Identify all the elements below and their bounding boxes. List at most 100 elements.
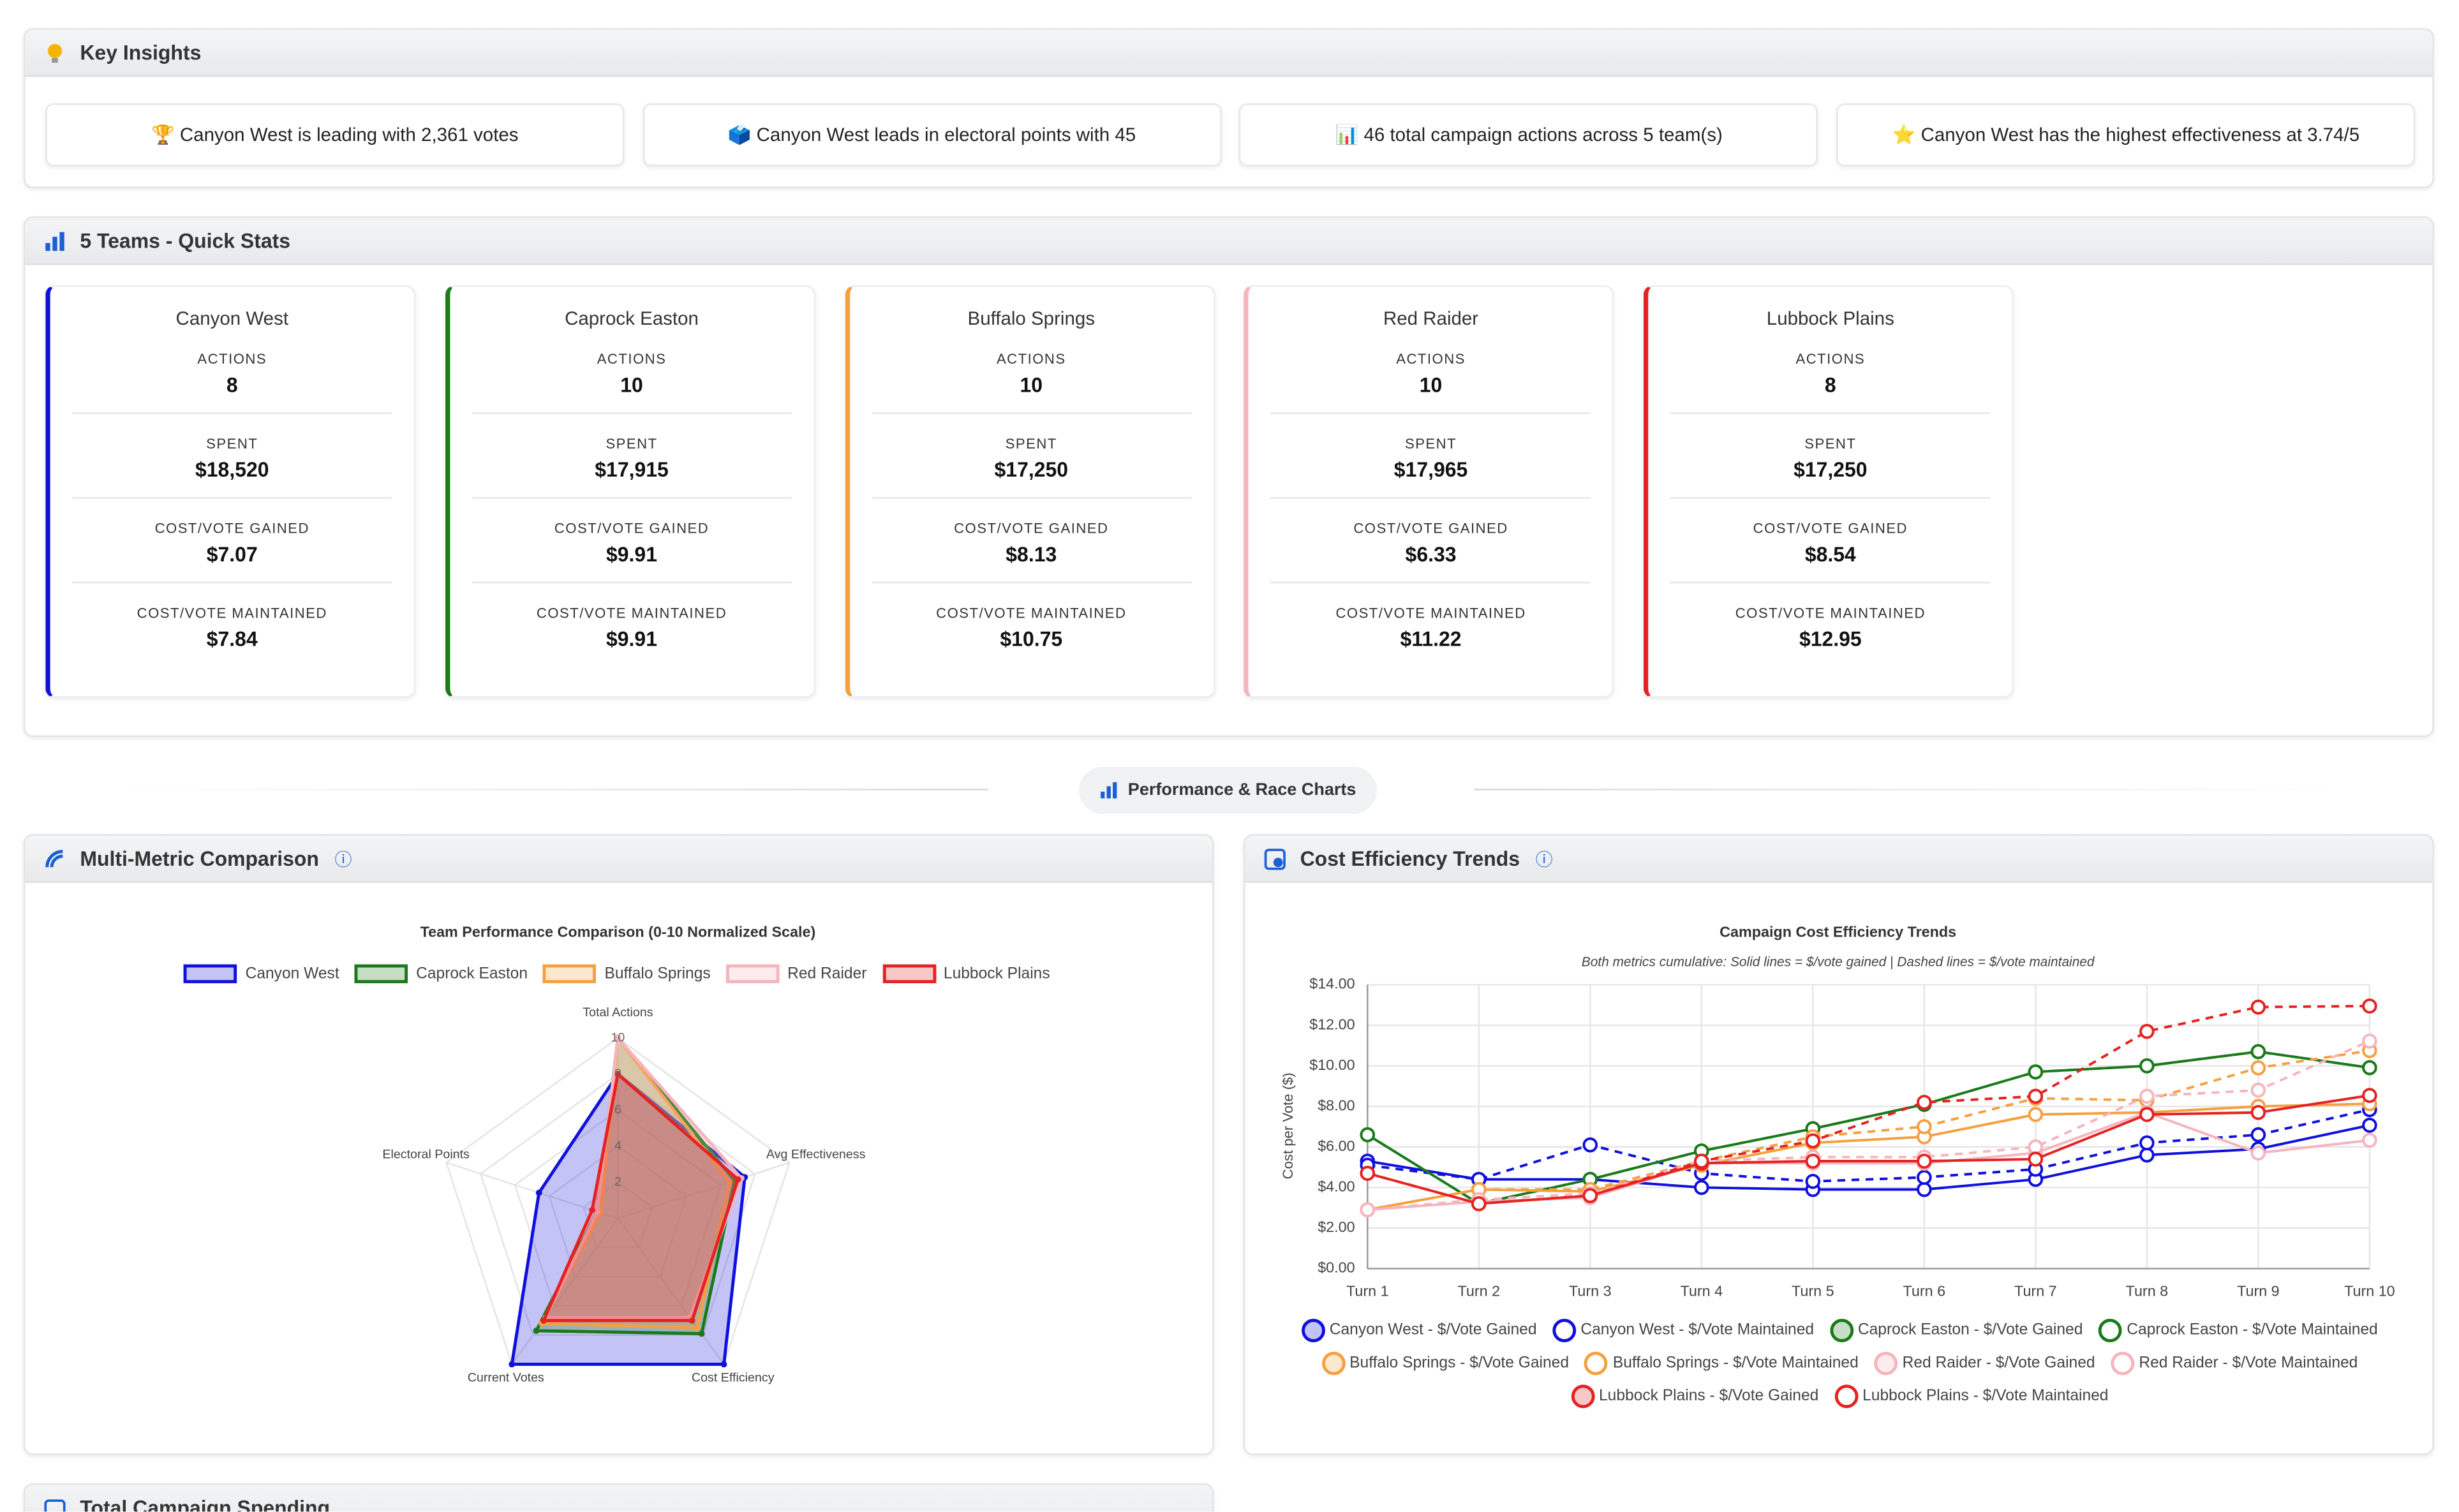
- radar-point: [726, 1179, 733, 1185]
- legend-item: Caprock Easton - $/Vote Maintained: [2098, 1319, 2378, 1342]
- legend-item: Caprock Easton: [355, 964, 528, 984]
- team-name: Buffalo Springs: [967, 307, 1096, 330]
- series-point: [1917, 1095, 1932, 1110]
- x-tick-label: Turn 9: [2237, 1282, 2280, 1299]
- series-point: [1360, 1127, 1376, 1143]
- y-tick-label: $10.00: [1309, 1056, 1355, 1073]
- legend-item: Buffalo Springs: [543, 964, 711, 984]
- series-point: [2250, 1060, 2266, 1076]
- divider: [1670, 581, 1991, 584]
- series-point: [2139, 1135, 2155, 1151]
- divider: [472, 581, 792, 584]
- x-tick-label: Turn 2: [1457, 1282, 1500, 1299]
- divider: [871, 581, 1192, 584]
- series-point: [2028, 1064, 2044, 1080]
- legend-swatch: [355, 964, 408, 984]
- legend-label: Red Raider - $/Vote Maintained: [2139, 1354, 2358, 1372]
- divider: [1270, 412, 1591, 414]
- insight-card: 🏆 Canyon West is leading with 2,361 vote…: [45, 103, 625, 167]
- x-tick-label: Turn 8: [2126, 1282, 2169, 1299]
- legend-label: Red Raider - $/Vote Gained: [1902, 1354, 2095, 1372]
- icon: [45, 849, 63, 867]
- y-tick-label: $6.00: [1318, 1138, 1355, 1154]
- stat-label: SPENT: [1404, 436, 1457, 452]
- spoke: [617, 1218, 725, 1365]
- panel-header: Total Campaign Spending: [25, 1485, 1212, 1512]
- series-point: [2028, 1088, 2044, 1104]
- team-card: Caprock Easton ACTIONS 10 SPENT $17,915 COST/…: [445, 285, 815, 698]
- radar-point: [720, 1361, 727, 1368]
- series-line: [1367, 1050, 2370, 1205]
- legend-item: Caprock Easton - $/Vote Gained: [1829, 1319, 2083, 1342]
- series-point: [2362, 1117, 2377, 1133]
- radar-area: [541, 1071, 740, 1323]
- legend-item: Buffalo Springs - $/Vote Maintained: [1584, 1351, 1859, 1375]
- stat-value: $9.91: [606, 542, 658, 567]
- axis-label: Avg Effectiveness: [766, 1147, 866, 1161]
- legend-label: Lubbock Plains - $/Vote Gained: [1598, 1388, 1819, 1405]
- team-name: Red Raider: [1383, 307, 1479, 330]
- divider: [72, 497, 392, 499]
- radar-point: [535, 1189, 542, 1196]
- stat-label: ACTIONS: [1795, 351, 1866, 367]
- y-tick-label: $12.00: [1309, 1016, 1355, 1032]
- team-name: Lubbock Plains: [1766, 307, 1894, 330]
- info-icon[interactable]: ⓘ: [334, 850, 352, 870]
- icon: [1101, 782, 1117, 799]
- legend-label: Buffalo Springs - $/Vote Gained: [1349, 1354, 1570, 1372]
- team-card: Canyon West ACTIONS 8 SPENT $18,520 COST/VOTE…: [45, 285, 416, 698]
- stat-label: COST/VOTE GAINED: [554, 521, 709, 537]
- y-tick-label: $4.00: [1318, 1178, 1355, 1195]
- icon: [45, 231, 64, 251]
- stat-value: $8.54: [1804, 542, 1856, 567]
- series-point: [1917, 1182, 1932, 1197]
- legend-label: Red Raider: [787, 965, 867, 982]
- legend-swatch: [726, 964, 780, 984]
- stat-label: ACTIONS: [996, 351, 1066, 367]
- legend-label: Buffalo Springs - $/Vote Maintained: [1612, 1354, 1859, 1372]
- stat-label: COST/VOTE GAINED: [154, 521, 309, 537]
- series-point: [1805, 1153, 1821, 1169]
- series-point: [1805, 1174, 1821, 1189]
- series-point: [2362, 1132, 2377, 1148]
- series-point: [2139, 1058, 2155, 1074]
- divider: [1670, 412, 1991, 414]
- series-point: [1582, 1137, 1598, 1153]
- series-point: [1917, 1119, 1932, 1134]
- legend-marker: [1321, 1351, 1345, 1375]
- spoke: [511, 1218, 619, 1365]
- legend-marker: [1552, 1319, 1576, 1342]
- series-point: [2250, 1127, 2266, 1143]
- legend: Canyon West Caprock Easton Buffalo Springs…: [24, 964, 1211, 984]
- stat-label: ACTIONS: [1396, 351, 1466, 367]
- radar-point: [614, 1071, 621, 1078]
- insight-card: ⭐ Canyon West has the highest effectiven…: [1836, 103, 2416, 167]
- legend-swatch: [882, 964, 936, 984]
- tick-label: 2: [614, 1175, 621, 1189]
- info-icon[interactable]: ⓘ: [1535, 850, 1553, 870]
- spending-panel: Total Campaign Spending: [23, 1483, 1214, 1512]
- series-point: [2139, 1107, 2155, 1122]
- legend-marker: [1874, 1351, 1898, 1375]
- panel-header: Multi-Metric Comparison ⓘ: [25, 836, 1212, 883]
- series-line: [1367, 1102, 2370, 1212]
- divider: [1270, 581, 1591, 584]
- stat-label: SPENT: [1804, 436, 1857, 452]
- stat-value: $7.07: [206, 542, 258, 567]
- series-line: [1367, 1040, 2370, 1212]
- radar-point: [509, 1361, 516, 1368]
- stat-label: SPENT: [605, 436, 658, 452]
- stat-label: COST/VOTE MAINTAINED: [936, 605, 1127, 621]
- series-point: [1805, 1133, 1821, 1149]
- insight-card: 📊 46 total campaign actions across 5 tea…: [1239, 103, 1818, 167]
- chart-subtitle: Both metrics cumulative: Solid lines = $…: [1582, 955, 2095, 970]
- series-point: [2362, 998, 2377, 1014]
- series-point: [1360, 1202, 1376, 1218]
- stat-value: $8.13: [1006, 542, 1057, 567]
- legend-label: Lubbock Plains - $/Vote Maintained: [1862, 1388, 2109, 1405]
- legend-item: Canyon West: [184, 964, 339, 984]
- series-point: [2139, 1023, 2155, 1039]
- legend-item: Red Raider: [726, 964, 867, 984]
- radar-point: [540, 1317, 547, 1324]
- series-point: [2250, 1145, 2266, 1161]
